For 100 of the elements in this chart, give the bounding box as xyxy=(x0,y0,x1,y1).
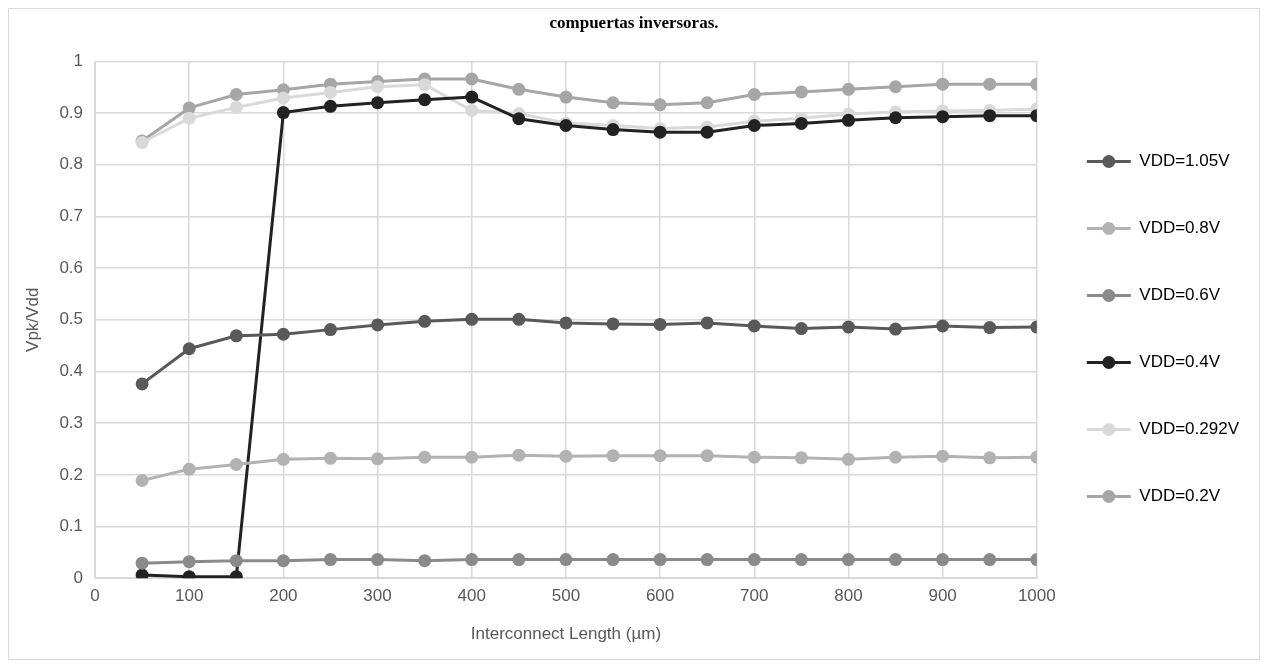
x-tick-label: 1000 xyxy=(1017,586,1056,606)
x-tick-label: 600 xyxy=(645,586,675,606)
point xyxy=(794,322,808,336)
point xyxy=(606,553,620,567)
point xyxy=(983,321,997,335)
legend-label: VDD=1.05V xyxy=(1139,151,1231,171)
point xyxy=(323,553,337,567)
y-tick-label: 0.4 xyxy=(59,361,84,381)
point xyxy=(182,342,196,356)
point xyxy=(512,312,526,326)
chart-title: compuertas inversoras. xyxy=(549,12,719,32)
y-tick-label: 0.3 xyxy=(59,412,84,432)
y-axis-title: Vpk/Vdd xyxy=(22,287,42,352)
point xyxy=(229,329,243,343)
y-tick-label: 0.2 xyxy=(59,464,84,484)
point xyxy=(653,553,667,567)
point xyxy=(182,462,196,476)
point xyxy=(983,109,997,123)
point xyxy=(936,77,950,91)
point xyxy=(606,449,620,463)
x-tick-label: 0 xyxy=(90,586,100,606)
point xyxy=(323,85,337,99)
point xyxy=(371,452,385,466)
point xyxy=(983,451,997,465)
point xyxy=(606,317,620,331)
point xyxy=(653,317,667,331)
y-tick-label: 0.8 xyxy=(59,154,84,174)
point xyxy=(889,553,903,567)
legend-label: VDD=0.292V xyxy=(1139,419,1240,439)
point xyxy=(418,554,432,568)
point xyxy=(371,318,385,332)
x-tick-label: 500 xyxy=(551,586,581,606)
point xyxy=(135,556,149,570)
point xyxy=(700,125,714,139)
point xyxy=(747,87,761,101)
point xyxy=(276,452,290,466)
point xyxy=(371,80,385,94)
point xyxy=(606,96,620,110)
point xyxy=(794,451,808,465)
point xyxy=(889,450,903,464)
point xyxy=(700,449,714,463)
point xyxy=(747,319,761,333)
point xyxy=(747,450,761,464)
point xyxy=(323,99,337,113)
point xyxy=(229,458,243,471)
point xyxy=(276,91,290,105)
point xyxy=(841,82,855,96)
point xyxy=(182,555,196,569)
point xyxy=(794,85,808,99)
point xyxy=(323,451,337,465)
point xyxy=(182,111,196,125)
point xyxy=(418,314,432,328)
point xyxy=(276,327,290,341)
point xyxy=(229,87,243,101)
point xyxy=(889,322,903,336)
y-tick-label: 0.1 xyxy=(59,516,84,536)
point xyxy=(841,320,855,334)
point xyxy=(323,323,337,337)
point xyxy=(512,82,526,96)
point xyxy=(512,553,526,567)
point xyxy=(135,568,149,579)
point xyxy=(936,110,950,124)
point xyxy=(276,554,290,568)
point xyxy=(135,474,149,488)
point xyxy=(841,553,855,567)
point xyxy=(276,106,290,120)
x-tick-label: 200 xyxy=(269,586,298,606)
point xyxy=(559,553,573,567)
point xyxy=(936,553,950,567)
legend-label: VDD=0.6V xyxy=(1139,285,1221,305)
x-tick-label: 700 xyxy=(740,586,769,606)
point xyxy=(465,90,479,104)
y-tick-label: 0.7 xyxy=(59,206,84,226)
point xyxy=(936,319,950,333)
point xyxy=(841,113,855,127)
y-tick-label: 0 xyxy=(73,567,84,587)
point xyxy=(794,553,808,567)
point xyxy=(559,90,573,104)
point xyxy=(747,553,761,567)
point xyxy=(418,78,432,92)
y-tick-label: 0.5 xyxy=(59,309,84,329)
x-tick-label: 400 xyxy=(457,586,486,606)
y-tick-label: 0.9 xyxy=(59,102,84,122)
point xyxy=(653,98,667,112)
point xyxy=(889,111,903,125)
point xyxy=(512,448,526,462)
point xyxy=(653,449,667,463)
point xyxy=(465,104,479,117)
point xyxy=(512,112,526,126)
point xyxy=(229,100,243,114)
point xyxy=(700,553,714,567)
legend-label: VDD=0.8V xyxy=(1139,218,1221,238)
point xyxy=(559,316,573,330)
y-tick-label: 0.6 xyxy=(59,257,84,277)
point xyxy=(889,80,903,94)
x-tick-label: 100 xyxy=(175,586,204,606)
point xyxy=(936,449,950,463)
x-axis-title: Interconnect Length (µm) xyxy=(470,624,662,644)
point xyxy=(794,116,808,130)
x-tick-label: 300 xyxy=(363,586,392,606)
